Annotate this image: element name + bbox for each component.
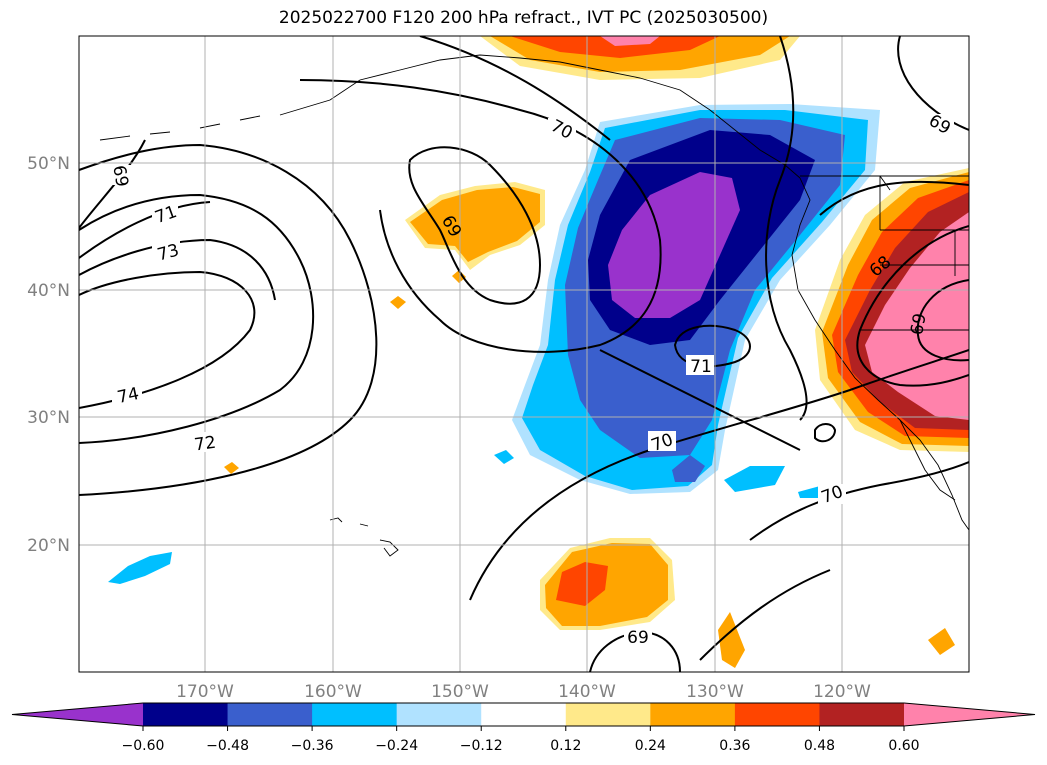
contour-label: 69 xyxy=(108,164,131,189)
colorbar-tick-label: −0.48 xyxy=(206,738,249,754)
longitude-labels: 170°W 160°W 150°W 140°W 130°W 120°W xyxy=(176,682,871,702)
fill-pos-south-036 xyxy=(556,562,608,606)
lat-label: 40°N xyxy=(27,281,70,301)
fill-pos-mid-024 xyxy=(410,187,540,262)
contour-74-west xyxy=(79,270,256,409)
contour-72-west xyxy=(79,193,315,444)
coastline-north-america xyxy=(791,177,969,531)
lon-label: 160°W xyxy=(304,682,362,702)
grid-lines xyxy=(79,36,969,672)
colorbar-right-extend xyxy=(904,703,1035,726)
map-content: 69 71 73 74 72 70 69 71 70 70 69 69 68 6… xyxy=(79,36,969,672)
colorbar-segment xyxy=(819,703,905,726)
border-states xyxy=(860,175,969,331)
contour-east-loop xyxy=(819,180,969,216)
fill-pos-small-3 xyxy=(390,296,406,309)
lat-label: 50°N xyxy=(27,154,70,174)
lat-label: 20°N xyxy=(27,536,70,556)
fill-pos-small-5 xyxy=(452,270,466,283)
lon-label: 140°W xyxy=(558,682,616,702)
contour-label: 71 xyxy=(690,357,712,377)
coastline-alaska xyxy=(279,54,801,179)
contour-label: 69 xyxy=(907,312,930,337)
colorbar-segment xyxy=(227,703,313,726)
colorbar-tick-label: 0.12 xyxy=(550,738,581,754)
colorbar-segment xyxy=(143,703,229,726)
fill-neg-small-1 xyxy=(672,455,705,482)
fill-neg-060 xyxy=(608,172,740,318)
colorbar-segment xyxy=(565,703,651,726)
contour-68-east xyxy=(856,225,969,387)
colorbar-tick-label: −0.36 xyxy=(291,738,334,754)
contour-70-east xyxy=(419,36,801,451)
colorbar-left-extend xyxy=(12,703,143,726)
colorbar-ticks: −0.60 −0.48 −0.36 −0.24 −0.12 0.12 0.24 0.36 0.4… xyxy=(122,726,920,754)
colorbar-segments xyxy=(143,703,905,726)
lat-label: 30°N xyxy=(27,408,70,428)
contour-lines xyxy=(79,36,969,672)
contour-71-west xyxy=(79,201,211,259)
colorbar-segment xyxy=(396,703,482,726)
contour-69-mid xyxy=(408,146,542,305)
aleutians xyxy=(99,115,261,141)
fill-pos-top-4 xyxy=(600,36,660,46)
fill-pos-top-3 xyxy=(510,36,720,58)
latitude-labels: 50°N 40°N 30°N 20°N xyxy=(27,154,70,556)
colorbar-tick-label: −0.60 xyxy=(122,738,165,754)
colorbar-segment xyxy=(481,703,567,726)
coastline-baja xyxy=(899,419,956,501)
fill-pos-east-060 xyxy=(865,212,969,420)
colorbar-tick-label: 0.48 xyxy=(804,738,835,754)
fill-pos-south-024 xyxy=(545,543,668,626)
contour-70-main xyxy=(299,79,662,353)
colorbar-tick-label: −0.24 xyxy=(375,738,418,754)
lon-label: 170°W xyxy=(176,682,234,702)
fill-neg-small-5 xyxy=(494,450,514,464)
fill-pos-small-2 xyxy=(928,628,955,655)
colorbar-segment xyxy=(312,703,398,726)
contour-73-west xyxy=(79,238,276,301)
contour-label: 74 xyxy=(116,384,141,408)
colorbar-segment xyxy=(650,703,736,726)
coastlines xyxy=(99,54,969,557)
fill-neg-small-2 xyxy=(724,466,785,492)
lon-label: 120°W xyxy=(813,682,871,702)
negative-anomaly-plume xyxy=(108,104,880,584)
colorbar-tick-label: 0.60 xyxy=(888,738,919,754)
fill-neg-small-4 xyxy=(108,552,172,584)
contour-small-loop xyxy=(814,423,837,443)
contour-69-south-b xyxy=(699,569,831,661)
fill-pos-small-4 xyxy=(224,462,239,474)
contour-label: 69 xyxy=(627,628,649,648)
contour-70-lower xyxy=(469,349,969,601)
contour-70-east-b xyxy=(749,461,969,541)
map-title: 2025022700 F120 200 hPa refract., IVT PC… xyxy=(278,8,769,28)
lon-label: 130°W xyxy=(686,682,744,702)
colorbar-tick-label: −0.12 xyxy=(460,738,503,754)
colorbar-tick-label: 0.24 xyxy=(635,738,666,754)
contour-vertical-east xyxy=(765,36,808,421)
contour-large-west xyxy=(79,143,378,496)
colorbar-tick-label: 0.36 xyxy=(719,738,750,754)
lon-label: 150°W xyxy=(431,682,489,702)
colorbar: −0.60 −0.48 −0.36 −0.24 −0.12 0.12 0.24 0.36 0.4… xyxy=(11,702,1036,754)
contour-label: 72 xyxy=(193,433,217,456)
fill-pos-small-1 xyxy=(718,612,745,668)
contour-69-east-inner xyxy=(916,279,969,362)
map-frame xyxy=(78,35,970,673)
colorbar-segment xyxy=(734,703,820,726)
